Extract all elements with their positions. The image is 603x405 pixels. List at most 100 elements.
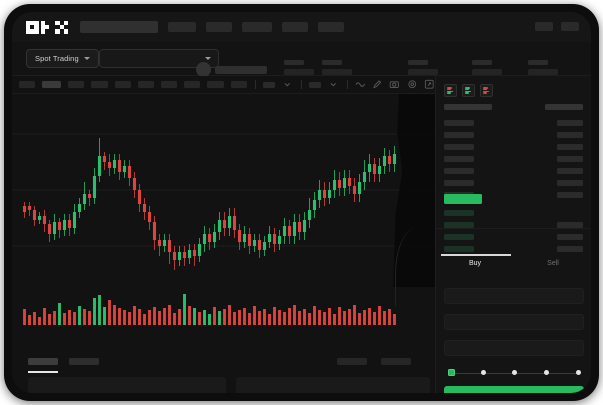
orderbook-view-both-icon[interactable] [444,84,457,97]
timeframe-5[interactable] [114,81,131,88]
stat-2-label [322,60,342,65]
orderbook-ask-price-3[interactable] [444,144,474,150]
orderbook-view-toggles [444,84,493,97]
orderbook-bid-amount-3[interactable] [557,234,583,240]
stat-1-label [284,60,304,65]
timeframe-9[interactable] [207,81,224,88]
toolbar-divider [254,80,256,89]
orderbook-and-trade-panel: Buy Sell [435,76,591,393]
percent-node-0[interactable] [448,369,455,376]
okx-logo[interactable] [26,20,69,34]
timeframe-6[interactable] [137,81,155,88]
orderbook-column-header-price [444,104,492,110]
nav-item-4[interactable] [282,22,308,32]
orderbook-ask-amount-4[interactable] [557,156,583,162]
percent-node-75[interactable] [544,370,549,375]
timeframe-2[interactable] [42,81,62,88]
chart-toolbar [12,76,435,94]
pair-last-price [215,66,267,74]
percent-slider[interactable] [446,368,582,378]
orderbook-view-asks-icon[interactable] [480,84,493,97]
volume-canvas [23,294,396,325]
settings-gear-icon[interactable] [407,79,417,90]
orderbook-bid-price-1[interactable] [444,210,474,216]
orderbook-bid-price-3[interactable] [444,234,474,240]
fullscreen-icon[interactable] [424,79,435,90]
orderbook-bid-amount-2[interactable] [557,222,583,228]
orderbook-bid-price-2[interactable] [444,222,474,228]
indicator-chevron-icon[interactable] [328,79,338,90]
trading-pair-select[interactable] [99,49,219,68]
nav-item-3[interactable] [242,22,272,32]
bottom-tab-2[interactable] [69,358,99,365]
stat-3-label [408,60,428,65]
nav-item-5[interactable] [318,22,344,32]
orderbook-ask-price-5[interactable] [444,168,474,174]
volume-histogram[interactable] [12,287,435,335]
orderbook-bid-amount-1[interactable] [557,192,583,198]
bottom-card-left[interactable] [28,377,226,393]
bottom-tab-1[interactable] [28,358,58,365]
chart-type-chevron-icon[interactable] [282,79,292,90]
nav-item-1[interactable] [168,22,196,32]
global-search-input[interactable] [80,21,158,33]
toolbar-divider-2 [300,80,302,89]
bottom-action-2[interactable] [381,358,411,365]
bottom-card-right[interactable] [236,377,430,393]
trade-tab-sell[interactable]: Sell [547,260,559,267]
orderbook-ask-price-1[interactable] [444,120,474,126]
stat-4-label [472,60,492,65]
orderbook-view-bids-icon[interactable] [462,84,475,97]
stat-3-value [408,69,438,75]
wave-line-icon[interactable] [355,79,365,90]
timeframe-10[interactable] [230,81,247,88]
timeframe-7[interactable] [161,81,178,88]
orderbook-ask-amount-5[interactable] [557,168,583,174]
orderbook-ask-amount-6[interactable] [557,180,583,186]
top-navigation-bar [12,12,591,42]
order-amount-field[interactable] [444,314,584,330]
orderbook-ask-amount-2[interactable] [557,132,583,138]
orderbook-bid-amount-4[interactable] [557,246,583,252]
timeframe-1[interactable] [19,81,36,88]
stat-5 [528,60,558,75]
chart-type-icon[interactable] [262,81,276,88]
timeframe-8[interactable] [184,81,201,88]
stat-2-value [322,69,352,75]
candlestick-canvas [12,133,435,270]
app-screen: Spot Trading [12,12,591,393]
nav-action-1[interactable] [535,22,553,31]
orderbook-ask-price-4[interactable] [444,156,474,162]
timeframe-4[interactable] [91,81,108,88]
orderbook-bid-price-4[interactable] [444,246,474,252]
chart-overlay-curve [395,226,435,306]
candlestick-chart[interactable] [12,94,435,287]
order-total-field[interactable] [444,340,584,356]
trade-tab-buy[interactable]: Buy [468,260,482,267]
orderbook-ask-price-2[interactable] [444,132,474,138]
timeframe-3[interactable] [68,81,85,88]
orderbook-ask-amount-3[interactable] [557,144,583,150]
stat-4-value [472,69,502,75]
stat-1 [284,60,314,75]
percent-node-100[interactable] [576,370,581,375]
nav-action-2[interactable] [561,22,579,31]
percent-node-25[interactable] [481,370,486,375]
bottom-action-1[interactable] [337,358,367,365]
stat-1-value [284,69,314,75]
camera-icon[interactable] [389,79,400,90]
pencil-icon[interactable] [372,79,382,90]
chart-panel [12,76,435,353]
trade-form-tabs: Buy Sell [436,254,591,276]
trading-mode-selector[interactable]: Spot Trading [26,49,99,68]
stat-5-label [528,60,548,65]
order-price-field[interactable] [444,288,584,304]
percent-node-50[interactable] [512,370,517,375]
indicator-icon[interactable] [308,81,322,88]
chevron-down-icon [205,57,211,60]
orderbook-ask-amount-1[interactable] [557,120,583,126]
nav-item-2[interactable] [206,22,232,32]
orderbook-ask-price-6[interactable] [444,180,474,186]
place-buy-order-button[interactable] [444,386,584,393]
nav-right-actions [535,22,579,31]
